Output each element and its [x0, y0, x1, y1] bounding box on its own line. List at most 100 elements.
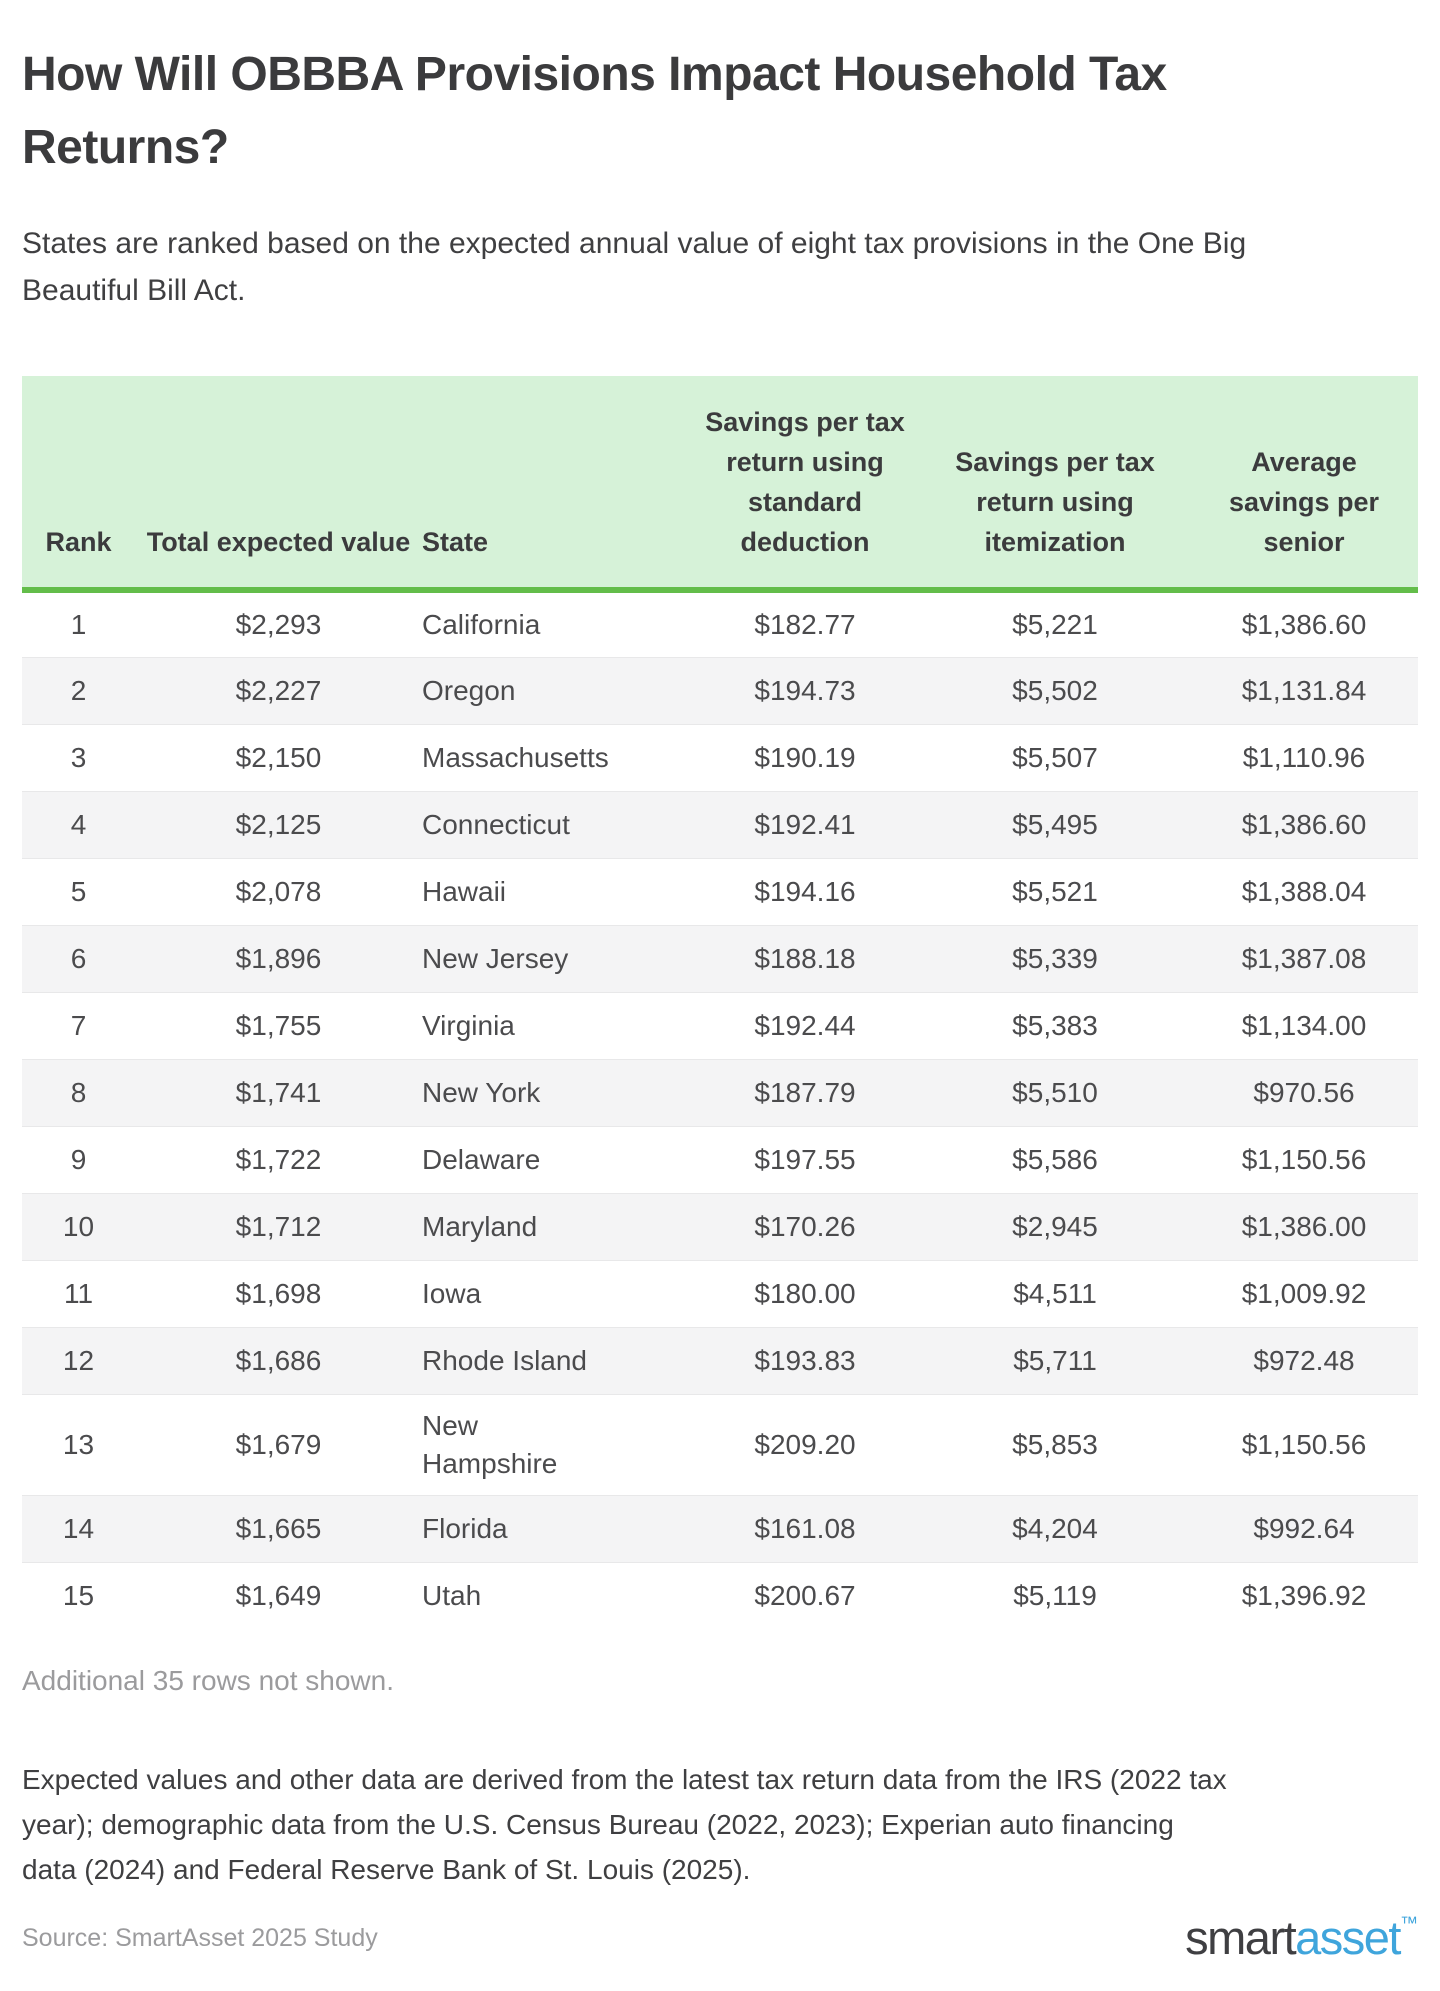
- column-header-savings-itemization: Savings per tax return using itemization: [955, 447, 1155, 557]
- savings-itemization-cell: $5,521: [1012, 875, 1098, 907]
- state-cell: Iowa: [422, 1260, 690, 1327]
- state-cell: Oregon: [422, 657, 690, 724]
- total-expected-value-cell: $2,150: [235, 741, 322, 773]
- trademark-symbol: ™: [1400, 1913, 1418, 1933]
- state-name: Delaware: [422, 1143, 541, 1175]
- average-savings-per-senior-cell: $1,386.00: [1241, 1210, 1367, 1242]
- savings-itemization-cell: $5,495: [1012, 808, 1098, 840]
- rank-cell: 8: [70, 1076, 87, 1108]
- total-expected-value-cell: $1,686: [235, 1344, 322, 1376]
- logo-smart-text: smart: [1185, 1911, 1297, 1964]
- rank-cell: 14: [62, 1512, 95, 1544]
- average-savings-per-senior-cell: $1,150.56: [1241, 1428, 1367, 1460]
- rank-cell: 4: [70, 808, 87, 840]
- state-name: Maryland: [422, 1210, 538, 1242]
- savings-standard-deduction-cell: $192.41: [754, 808, 856, 840]
- table-row: 3 $2,150 Massachusetts $190.19 $5,507 $1…: [22, 724, 1418, 791]
- savings-standard-deduction-cell: $161.08: [754, 1512, 856, 1544]
- table-row: 2 $2,227 Oregon $194.73 $5,502 $1,131.84: [22, 657, 1418, 724]
- state-name: New York: [422, 1076, 541, 1108]
- savings-standard-deduction-cell: $170.26: [754, 1210, 856, 1242]
- savings-standard-deduction-cell: $193.83: [754, 1344, 856, 1376]
- total-expected-value-cell: $2,227: [235, 674, 322, 706]
- savings-standard-deduction-cell: $188.18: [754, 942, 856, 974]
- savings-standard-deduction-cell: $187.79: [754, 1076, 856, 1108]
- average-savings-per-senior-cell: $1,387.08: [1241, 942, 1367, 974]
- source-note: Source: SmartAsset 2025 Study: [22, 1924, 378, 1952]
- savings-itemization-cell: $5,507: [1012, 741, 1098, 773]
- total-expected-value-cell: $1,712: [235, 1210, 322, 1242]
- savings-standard-deduction-cell: $192.44: [754, 1009, 856, 1041]
- savings-itemization-cell: $5,853: [1012, 1428, 1098, 1460]
- footer-row: Source: SmartAsset 2025 Study smartasset…: [22, 1914, 1418, 1961]
- state-cell: Hawaii: [422, 858, 690, 925]
- savings-itemization-cell: $5,711: [1013, 1344, 1097, 1376]
- savings-standard-deduction-cell: $209.20: [754, 1428, 856, 1460]
- smartasset-logo: smartasset™: [1185, 1914, 1418, 1961]
- rank-cell: 11: [63, 1277, 94, 1309]
- page-title: How Will OBBBA Provisions Impact Househo…: [22, 48, 1167, 174]
- methodology-note: Expected values and other data are deriv…: [22, 1764, 1227, 1885]
- page-subtitle: States are ranked based on the expected …: [22, 227, 1247, 307]
- table-row: 13 $1,679 New Hampshire $209.20 $5,853 $…: [22, 1394, 1418, 1495]
- table-row: 12 $1,686 Rhode Island $193.83 $5,711 $9…: [22, 1327, 1418, 1394]
- rank-cell: 7: [70, 1009, 87, 1041]
- state-name: New Hampshire: [422, 1409, 558, 1479]
- rank-cell: 3: [70, 741, 87, 773]
- state-name: Hawaii: [422, 875, 507, 907]
- average-savings-per-senior-cell: $1,386.60: [1241, 608, 1367, 640]
- column-header-state: State: [422, 527, 489, 557]
- total-expected-value-cell: $2,078: [235, 875, 322, 907]
- average-savings-per-senior-cell: $1,110.96: [1242, 741, 1366, 773]
- state-cell: Delaware: [422, 1126, 690, 1193]
- savings-itemization-cell: $5,339: [1012, 942, 1098, 974]
- savings-standard-deduction-cell: $194.73: [754, 674, 856, 706]
- table-row: 7 $1,755 Virginia $192.44 $5,383 $1,134.…: [22, 992, 1418, 1059]
- average-savings-per-senior-cell: $972.48: [1253, 1344, 1355, 1376]
- savings-itemization-cell: $5,383: [1012, 1009, 1098, 1041]
- rank-cell: 9: [70, 1143, 87, 1175]
- rank-cell: 2: [70, 674, 87, 706]
- state-name: New Jersey: [422, 942, 569, 974]
- table-row: 8 $1,741 New York $187.79 $5,510 $970.56: [22, 1059, 1418, 1126]
- state-cell: New Jersey: [422, 925, 690, 992]
- state-name: Connecticut: [422, 808, 570, 840]
- column-header-total-expected-value: Total expected value: [146, 527, 411, 557]
- column-header-savings-standard-deduction: Savings per tax return using standard de…: [705, 407, 905, 557]
- total-expected-value-cell: $1,896: [235, 942, 322, 974]
- savings-standard-deduction-cell: $197.55: [754, 1143, 856, 1175]
- total-expected-value-cell: $1,741: [235, 1076, 322, 1108]
- state-name: Florida: [422, 1512, 508, 1544]
- average-savings-per-senior-cell: $1,009.92: [1241, 1277, 1367, 1309]
- savings-itemization-cell: $5,119: [1013, 1579, 1097, 1611]
- savings-standard-deduction-cell: $194.16: [754, 875, 856, 907]
- total-expected-value-cell: $2,125: [235, 808, 322, 840]
- savings-standard-deduction-cell: $190.19: [754, 741, 856, 773]
- table-row: 1 $2,293 California $182.77 $5,221 $1,38…: [22, 590, 1418, 657]
- additional-rows-note: Additional 35 rows not shown.: [22, 1665, 394, 1696]
- rank-cell: 6: [70, 942, 87, 974]
- state-name: Iowa: [422, 1277, 482, 1309]
- total-expected-value-cell: $1,679: [235, 1428, 322, 1460]
- column-header-rank: Rank: [45, 527, 112, 557]
- state-cell: Virginia: [422, 992, 690, 1059]
- state-name: Virginia: [422, 1009, 515, 1041]
- state-cell: California: [422, 590, 690, 657]
- logo-asset-text: asset: [1295, 1911, 1401, 1964]
- column-header-average-savings-per-senior: Average savings per senior: [1228, 447, 1380, 557]
- savings-itemization-cell: $5,586: [1012, 1143, 1098, 1175]
- state-name: California: [422, 608, 541, 640]
- total-expected-value-cell: $1,755: [235, 1009, 322, 1041]
- savings-itemization-cell: $4,511: [1013, 1277, 1097, 1309]
- average-savings-per-senior-cell: $992.64: [1253, 1512, 1355, 1544]
- state-name: Oregon: [422, 674, 516, 706]
- savings-itemization-cell: $4,204: [1012, 1512, 1098, 1544]
- table-row: 5 $2,078 Hawaii $194.16 $5,521 $1,388.04: [22, 858, 1418, 925]
- state-cell: New Hampshire: [422, 1394, 690, 1495]
- rank-cell: 1: [70, 608, 87, 640]
- table-row: 11 $1,698 Iowa $180.00 $4,511 $1,009.92: [22, 1260, 1418, 1327]
- average-savings-per-senior-cell: $1,131.84: [1241, 674, 1367, 706]
- rank-cell: 10: [62, 1210, 95, 1242]
- total-expected-value-cell: $1,665: [235, 1512, 322, 1544]
- savings-itemization-cell: $5,221: [1012, 608, 1098, 640]
